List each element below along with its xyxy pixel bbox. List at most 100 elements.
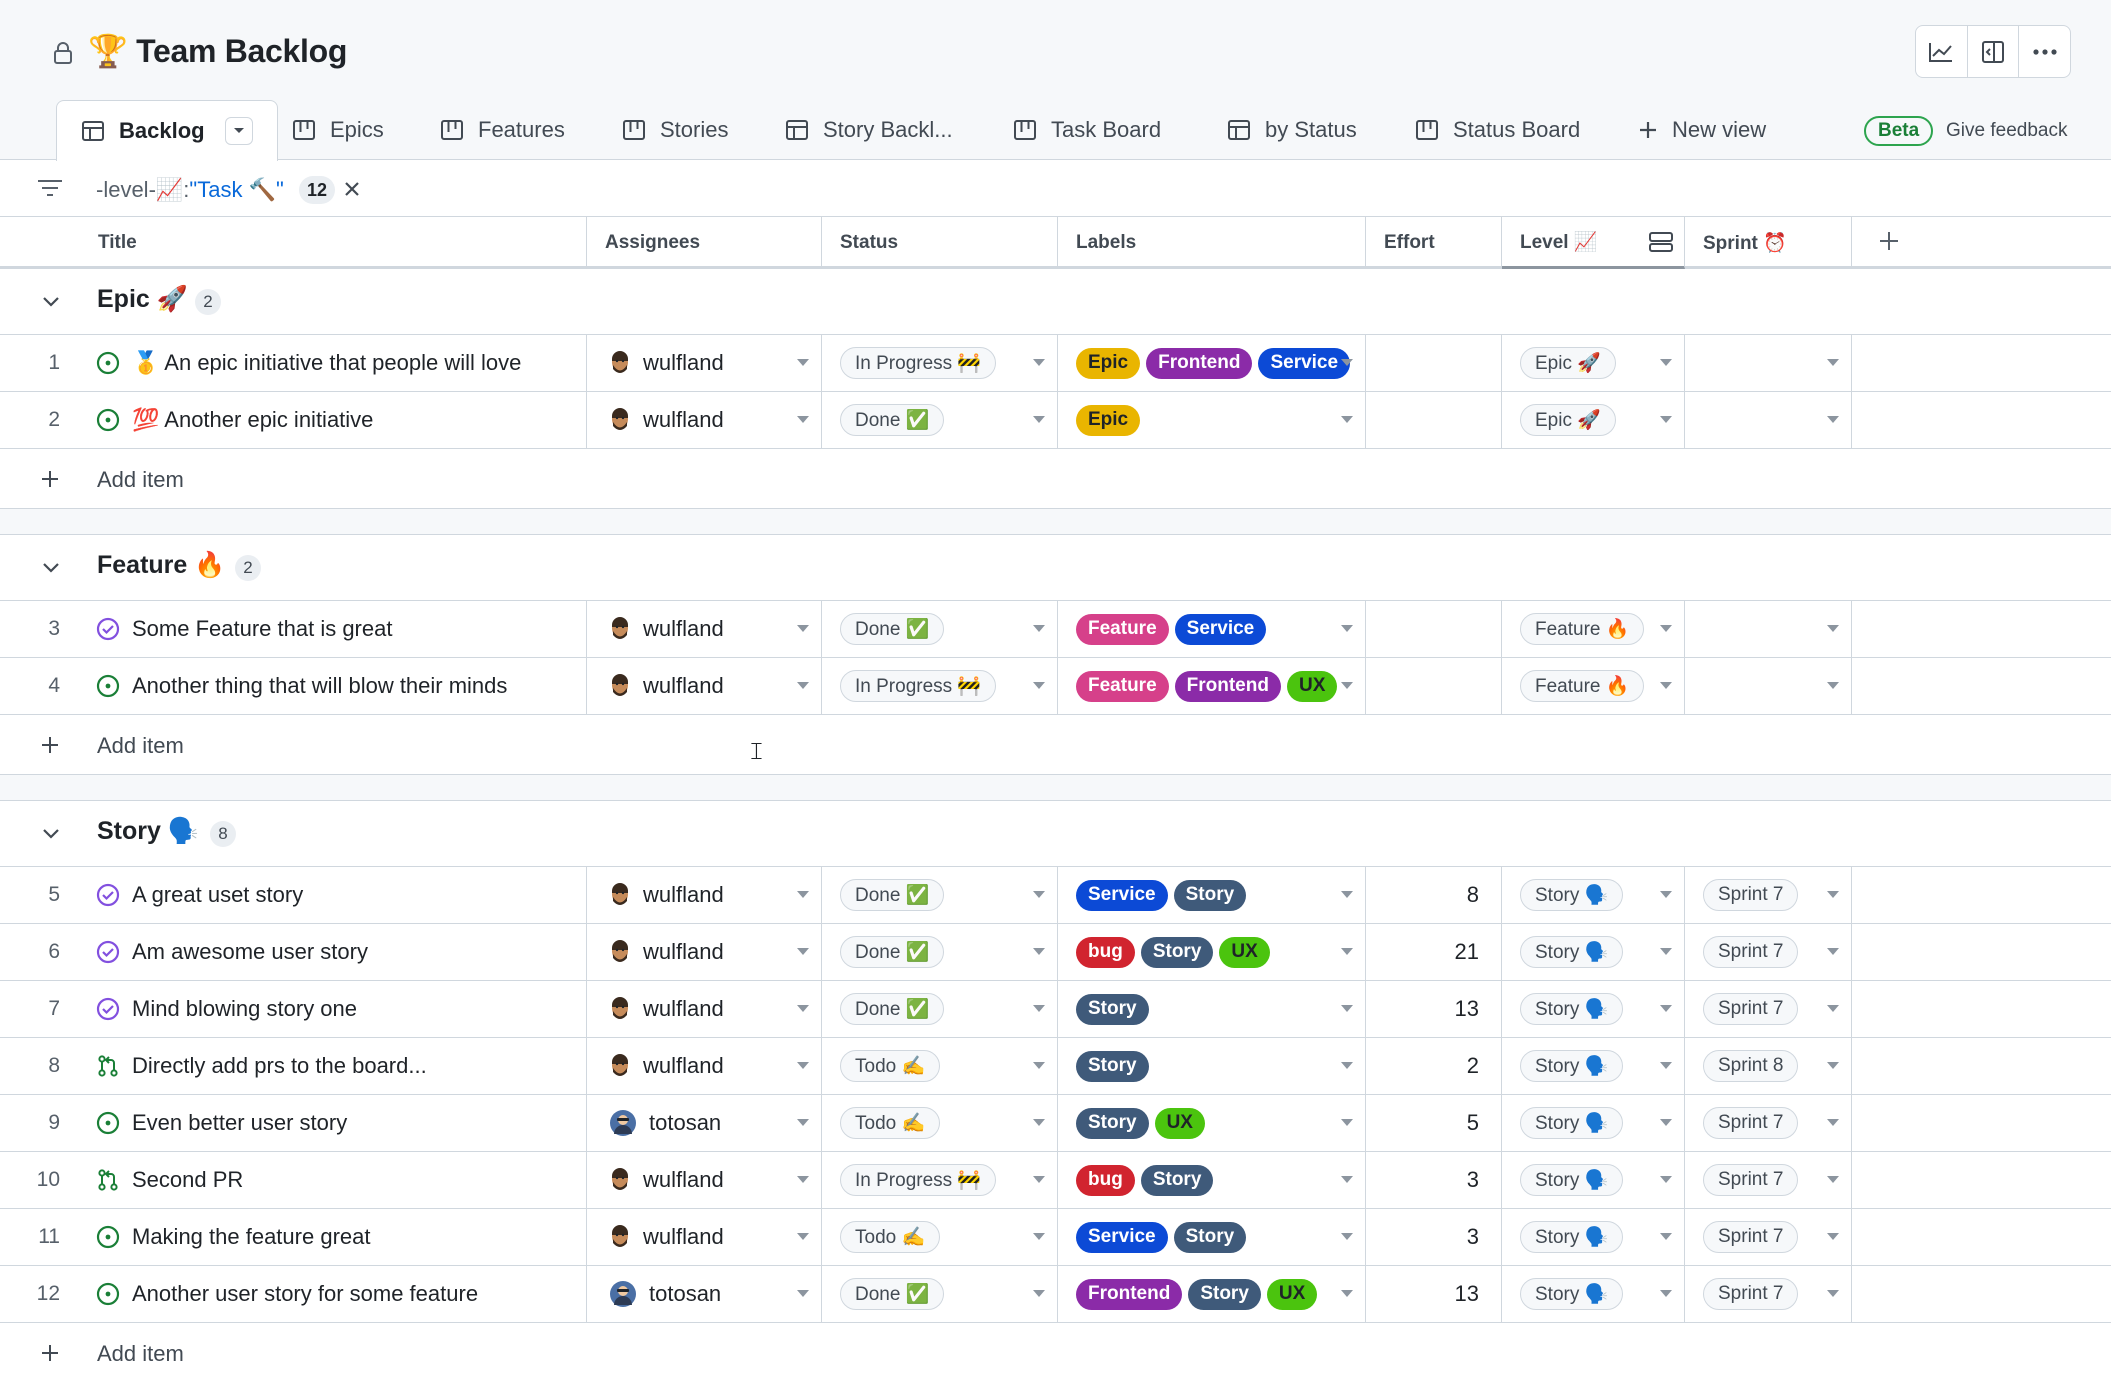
chevron-down-icon[interactable]: [1827, 625, 1839, 632]
table-row[interactable]: 4 Another thing that will blow their mind…: [0, 658, 2111, 715]
effort-cell[interactable]: 13: [1366, 1266, 1502, 1322]
title-cell[interactable]: A great uset story: [90, 867, 587, 923]
assignee-cell[interactable]: totosan: [587, 1266, 822, 1322]
chevron-down-icon[interactable]: [797, 1005, 809, 1012]
title-cell[interactable]: Even better user story: [90, 1095, 587, 1151]
chevron-down-icon[interactable]: [1341, 1233, 1353, 1240]
tab-features[interactable]: Features: [440, 100, 565, 160]
chevron-down-icon[interactable]: [1341, 1062, 1353, 1069]
effort-cell[interactable]: [1366, 658, 1502, 714]
layout-icon[interactable]: [1968, 26, 2020, 77]
chevron-down-icon[interactable]: [1341, 359, 1353, 366]
assignee-cell[interactable]: wulfland: [587, 335, 822, 391]
chevron-down-icon[interactable]: [1660, 1119, 1672, 1126]
filter-icon[interactable]: [37, 178, 63, 198]
chevron-down-icon[interactable]: [1341, 1290, 1353, 1297]
assignee-cell[interactable]: wulfland: [587, 867, 822, 923]
chevron-down-icon[interactable]: [42, 562, 60, 574]
assignee-cell[interactable]: wulfland: [587, 1209, 822, 1265]
assignee-cell[interactable]: wulfland: [587, 601, 822, 657]
effort-cell[interactable]: 5: [1366, 1095, 1502, 1151]
item-title[interactable]: Some Feature that is great: [132, 616, 392, 642]
chevron-down-icon[interactable]: [225, 117, 253, 145]
labels-cell[interactable]: Story: [1058, 981, 1366, 1037]
column-header-sprint[interactable]: Sprint ⏰: [1685, 217, 1852, 269]
chevron-down-icon[interactable]: [1827, 948, 1839, 955]
assignee-cell[interactable]: wulfland: [587, 658, 822, 714]
assignee-cell[interactable]: wulfland: [587, 1152, 822, 1208]
add-item-label[interactable]: Add item: [97, 733, 184, 759]
labels-cell[interactable]: Service Story: [1058, 1209, 1366, 1265]
level-cell[interactable]: Feature 🔥: [1502, 658, 1685, 714]
title-cell[interactable]: Mind blowing story one: [90, 981, 587, 1037]
chevron-down-icon[interactable]: [1827, 359, 1839, 366]
title-cell[interactable]: Another thing that will blow their minds: [90, 658, 587, 714]
tab-by-status[interactable]: by Status: [1227, 100, 1357, 160]
chevron-down-icon[interactable]: [1827, 682, 1839, 689]
chart-icon[interactable]: [1916, 26, 1968, 77]
labels-cell[interactable]: bug Story UX: [1058, 924, 1366, 980]
chevron-down-icon[interactable]: [1660, 891, 1672, 898]
add-item-row[interactable]: Add item: [0, 449, 2111, 509]
table-row[interactable]: 10 Second PR wulfland In Progress 🚧 bug Story…: [0, 1152, 2111, 1209]
chevron-down-icon[interactable]: [1660, 1062, 1672, 1069]
status-cell[interactable]: Done ✅: [822, 1266, 1058, 1322]
table-row[interactable]: 11 Making the feature great wulfland Todo ✍…: [0, 1209, 2111, 1266]
chevron-down-icon[interactable]: [1033, 416, 1045, 423]
item-title[interactable]: Making the feature great: [132, 1224, 370, 1250]
assignee-cell[interactable]: wulfland: [587, 924, 822, 980]
chevron-down-icon[interactable]: [797, 1119, 809, 1126]
labels-cell[interactable]: Story: [1058, 1038, 1366, 1094]
column-header-labels[interactable]: Labels: [1058, 217, 1366, 269]
chevron-down-icon[interactable]: [797, 682, 809, 689]
filter-query[interactable]: -level-📈:"Task 🔨": [96, 177, 284, 203]
tab-stories[interactable]: Stories: [622, 100, 728, 160]
chevron-down-icon[interactable]: [1033, 1233, 1045, 1240]
sprint-cell[interactable]: [1685, 601, 1852, 657]
column-header-level[interactable]: Level 📈: [1502, 217, 1685, 269]
level-cell[interactable]: Story 🗣️: [1502, 1209, 1685, 1265]
assignee-cell[interactable]: totosan: [587, 1095, 822, 1151]
chevron-down-icon[interactable]: [1827, 1290, 1839, 1297]
close-icon[interactable]: [343, 180, 361, 198]
effort-cell[interactable]: [1366, 392, 1502, 448]
chevron-down-icon[interactable]: [1341, 1119, 1353, 1126]
chevron-down-icon[interactable]: [1341, 1005, 1353, 1012]
plus-icon[interactable]: [41, 470, 59, 488]
effort-cell[interactable]: 2: [1366, 1038, 1502, 1094]
item-title[interactable]: Even better user story: [132, 1110, 347, 1136]
chevron-down-icon[interactable]: [1033, 1176, 1045, 1183]
title-cell[interactable]: Second PR: [90, 1152, 587, 1208]
chevron-down-icon[interactable]: [1341, 625, 1353, 632]
chevron-down-icon[interactable]: [1660, 416, 1672, 423]
chevron-down-icon[interactable]: [797, 948, 809, 955]
tab-task-board[interactable]: Task Board: [1013, 100, 1161, 160]
chevron-down-icon[interactable]: [797, 1290, 809, 1297]
item-title[interactable]: A great uset story: [132, 882, 303, 908]
table-row[interactable]: 3 Some Feature that is great wulfland Done …: [0, 601, 2111, 658]
tab-new-view[interactable]: New view: [1638, 100, 1766, 160]
chevron-down-icon[interactable]: [1341, 891, 1353, 898]
chevron-down-icon[interactable]: [1033, 1005, 1045, 1012]
level-cell[interactable]: Story 🗣️: [1502, 924, 1685, 980]
chevron-down-icon[interactable]: [1033, 1119, 1045, 1126]
chevron-down-icon[interactable]: [797, 1176, 809, 1183]
chevron-down-icon[interactable]: [1033, 1062, 1045, 1069]
level-cell[interactable]: Story 🗣️: [1502, 1152, 1685, 1208]
chevron-down-icon[interactable]: [1033, 1290, 1045, 1297]
chevron-down-icon[interactable]: [1033, 359, 1045, 366]
tab-status-board[interactable]: Status Board: [1415, 100, 1580, 160]
add-item-label[interactable]: Add item: [97, 467, 184, 493]
assignee-cell[interactable]: wulfland: [587, 1038, 822, 1094]
group-header-epic[interactable]: Epic 🚀 2: [0, 269, 2111, 335]
effort-cell[interactable]: 13: [1366, 981, 1502, 1037]
chevron-down-icon[interactable]: [1341, 682, 1353, 689]
labels-cell[interactable]: Feature Service: [1058, 601, 1366, 657]
chevron-down-icon[interactable]: [1660, 1233, 1672, 1240]
give-feedback-link[interactable]: Give feedback: [1946, 120, 2067, 142]
title-cell[interactable]: 🥇 An epic initiative that people will lo…: [90, 335, 587, 391]
chevron-down-icon[interactable]: [1341, 948, 1353, 955]
item-title[interactable]: Another user story for some feature: [132, 1281, 478, 1307]
labels-cell[interactable]: Epic: [1058, 392, 1366, 448]
title-cell[interactable]: 💯 Another epic initiative: [90, 392, 587, 448]
